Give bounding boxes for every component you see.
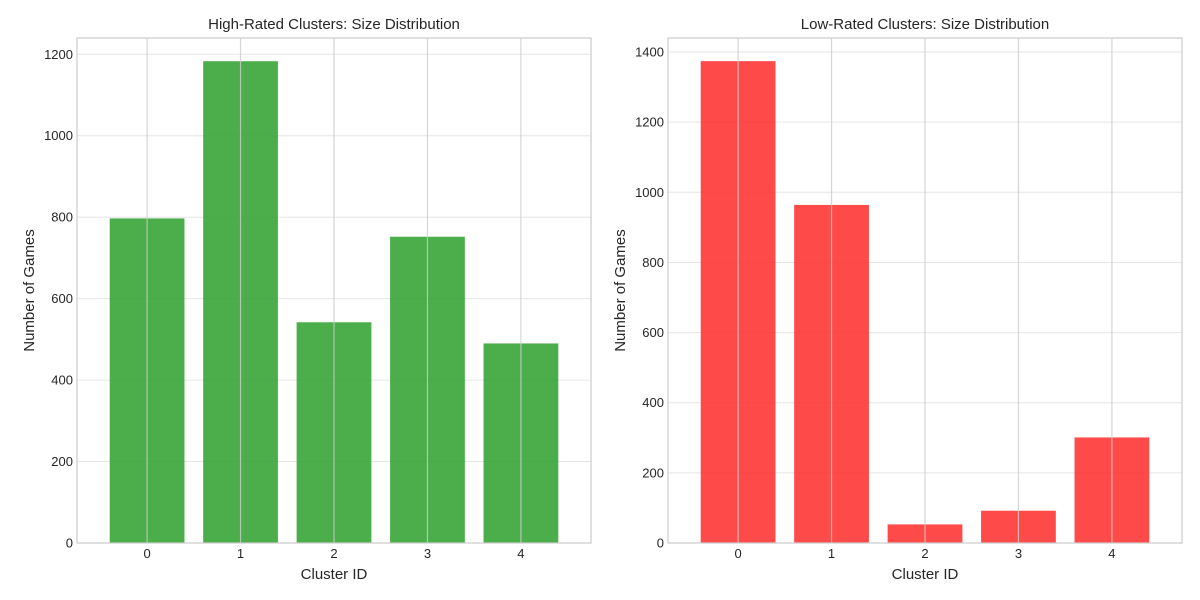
y-tick-label: 0 (66, 536, 73, 551)
y-tick-label: 1000 (635, 185, 664, 200)
x-tick-label: 4 (1108, 546, 1115, 561)
y-tick-label: 0 (657, 536, 664, 551)
chart-high-rated: 0 200 400 600 800 1000 1200 0 1 2 3 4 High-Rated Cl… (21, 16, 592, 583)
x-tick-label: 2 (921, 546, 928, 561)
x-tick-label: 0 (143, 546, 150, 561)
chart-title: Low-Rated Clusters: Size Distribution (801, 16, 1049, 33)
x-tick-label: 4 (517, 546, 524, 561)
y-tick-label: 400 (642, 395, 664, 410)
x-tick-label: 1 (237, 546, 244, 561)
y-tick-label: 1400 (635, 45, 664, 60)
x-tick-label: 1 (828, 546, 835, 561)
y-tick-label: 600 (642, 325, 664, 340)
y-tick-label: 400 (51, 373, 73, 388)
y-tick-label: 1200 (44, 47, 73, 62)
y-tick-label: 800 (642, 255, 664, 270)
y-tick-label: 600 (51, 291, 73, 306)
y-tick-label: 800 (51, 210, 73, 225)
x-tick-label: 3 (1015, 546, 1022, 561)
x-axis-label: Cluster ID (892, 566, 959, 583)
x-tick-label: 2 (330, 546, 337, 561)
x-tick-label: 0 (734, 546, 741, 561)
y-tick-label: 200 (642, 465, 664, 480)
x-tick-label: 3 (424, 546, 431, 561)
y-axis-label: Number of Games (21, 229, 38, 352)
plot-frame (76, 37, 592, 544)
plot-frame (667, 37, 1183, 544)
y-tick-label: 200 (51, 454, 73, 469)
x-axis-label: Cluster ID (301, 566, 368, 583)
y-tick-label: 1200 (635, 115, 664, 130)
y-tick-label: 1000 (44, 128, 73, 143)
y-axis-label: Number of Games (612, 229, 629, 352)
chart-title: High-Rated Clusters: Size Distribution (208, 16, 460, 33)
chart-low-rated: 0 200 400 600 800 1000 1200 1400 0 1 2 3 4 Low-Rated… (612, 16, 1183, 583)
